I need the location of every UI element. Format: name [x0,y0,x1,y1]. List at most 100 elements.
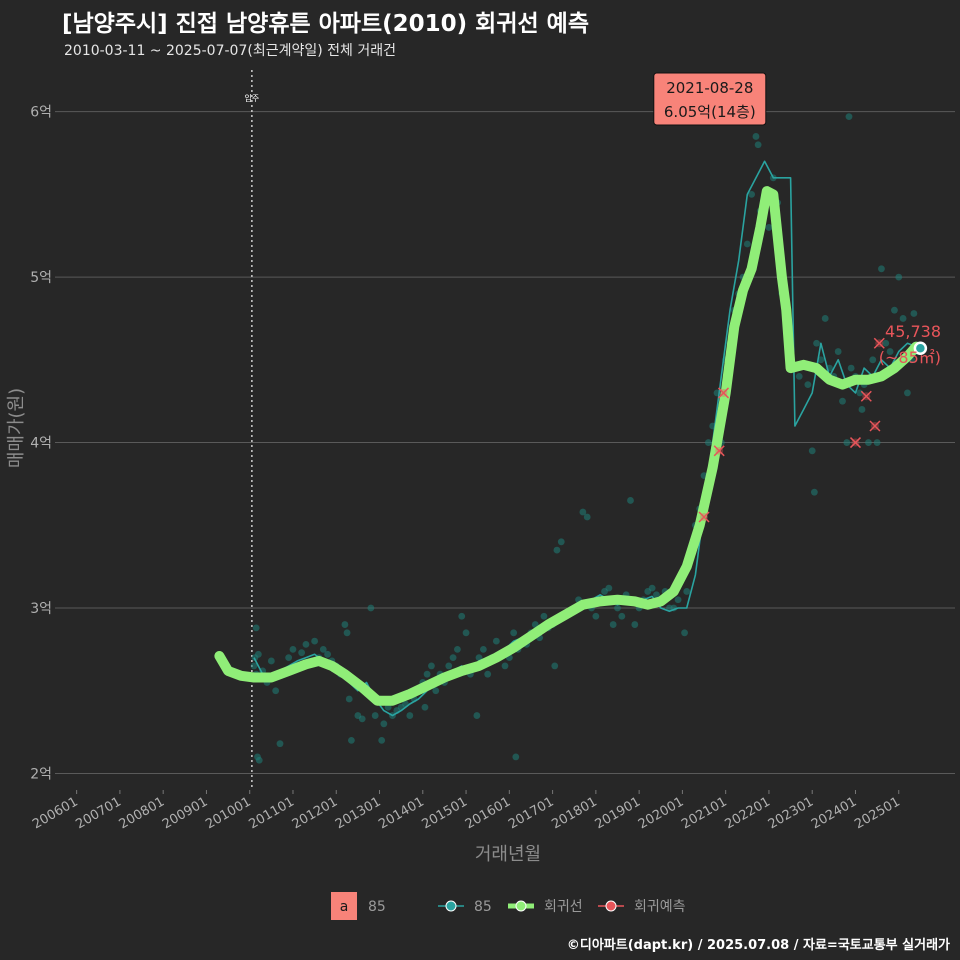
transaction-point [691,521,699,529]
transaction-point [666,604,673,612]
transaction-point [458,612,466,620]
tooltip-box [653,72,767,126]
x-tick-label: 202001 [636,794,686,832]
transaction-point [635,604,643,612]
transaction-point [601,588,608,595]
legend-item-85: 85 [438,899,492,915]
transaction-point [882,339,890,347]
transaction-point [704,439,712,446]
transaction-point [415,687,422,695]
prediction-cross [849,437,862,449]
transaction-point [562,612,569,620]
transaction-point [899,315,907,322]
tooltip-value: 6.05억(14층) [664,103,756,121]
legend: a 85 85 회귀선 회귀예측 [331,892,686,920]
transaction-point [497,650,505,658]
transaction-point [858,406,866,413]
legend-item-label: 회귀예측 [634,899,686,915]
transaction-point [869,356,877,364]
prediction-dot [719,388,728,397]
transaction-point [774,199,781,207]
transaction-point [579,508,587,516]
peak-tooltip: 2021-08-28 6.05억(14층) [653,72,767,126]
legend-key-dot [445,900,457,912]
transaction-point [891,306,898,314]
transaction-point [285,654,293,662]
transaction-point [622,591,630,599]
x-tick-label: 200601 [30,794,80,832]
source-caption: ©디아파트(dapt.kr) / 2025.07.08 / 자료=국토교통부 실… [566,938,950,953]
transaction-point [252,624,260,632]
transaction-point [700,472,708,480]
transaction-point [609,621,617,628]
x-axis-label: 거래년월 [475,844,541,865]
x-tick-label: 201901 [593,794,643,832]
x-tick-label: 200801 [117,794,167,832]
transaction-point [371,712,379,719]
prediction-marker [713,445,725,457]
transaction-point [250,662,258,670]
transaction-point [512,753,520,761]
transaction-point [549,621,556,628]
transaction-point [847,364,855,372]
transaction-point [551,662,559,670]
transaction-point [251,654,259,662]
transaction-point [540,612,548,620]
chart-subtitle: 2010-03-11 ~ 2025-07-07(최근계약일) 전체 거래건 [64,43,396,59]
transaction-point [795,372,803,380]
transaction-point [505,654,513,662]
prediction-dot [870,422,879,430]
transaction-point [657,596,665,604]
x-tick-label: 202401 [809,794,859,832]
legend-item-prediction: 회귀예측 [598,899,686,915]
x-axis-ticks: 2006012007012008012009012010012011012012… [30,790,903,832]
transaction-point [536,634,544,642]
transaction-point [583,513,591,521]
x-tick-label: 201201 [290,794,340,832]
transaction-point [397,703,405,711]
transaction-point [910,310,918,317]
transaction-point [713,389,721,397]
transaction-point [722,356,730,364]
transaction-point [644,588,652,595]
transaction-point [272,687,280,695]
x-tick-label: 201301 [333,794,383,832]
transaction-point [518,637,526,645]
transaction-point [821,315,829,322]
move-in-marker: 입주 [245,70,259,790]
transaction-point [640,596,647,604]
transaction-point [419,679,427,686]
x-tick-label: 200901 [160,794,210,832]
transaction-point [471,662,479,670]
transaction-point [557,538,565,546]
transaction-point [389,712,396,719]
transaction-point [350,679,357,686]
transaction-point [367,604,375,612]
transaction-point [380,720,388,728]
prediction-marker [869,420,881,432]
transaction-point [717,439,725,446]
transaction-point [778,290,786,298]
prediction-cross [873,337,885,349]
prediction-cross [869,420,881,432]
transaction-point [860,381,868,389]
transaction-point [267,657,275,665]
transaction-point [743,240,751,248]
transaction-point [908,356,916,364]
x-tick-label: 202301 [766,794,816,832]
x-tick-label: 201601 [463,794,513,832]
transaction-point [255,756,263,764]
transaction-point [302,641,310,648]
prediction-dot [851,438,860,447]
transaction-point [761,190,769,198]
legend-fill-label: 85 [368,899,386,915]
transaction-point [873,439,881,446]
y-tick-label: 3억 [30,601,52,617]
transaction-point [605,584,613,592]
transaction-point [681,629,688,637]
prediction-marker [860,390,872,402]
legend-key-dot [605,900,617,912]
average-path [253,160,917,717]
transaction-point [856,389,864,397]
